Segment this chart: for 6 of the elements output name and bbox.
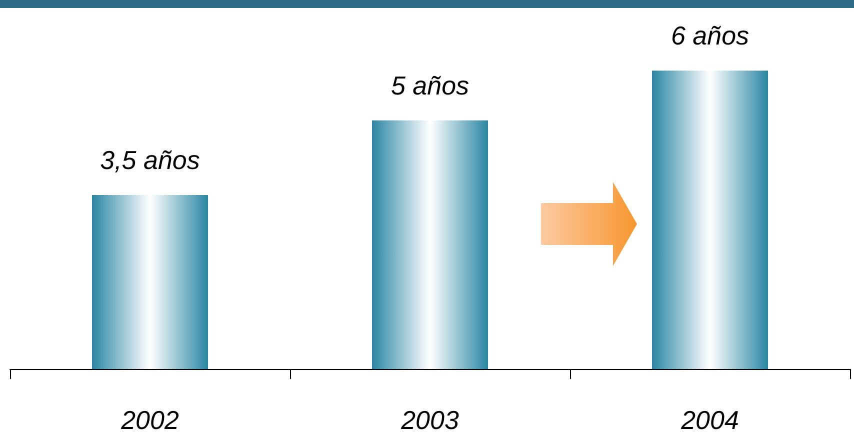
data-label: 6 años: [670, 20, 750, 51]
x-tick-label: 2003: [400, 405, 460, 434]
x-tick-label: 2004: [680, 405, 739, 434]
data-label: 5 años: [390, 70, 470, 100]
data-label: 3,5 años: [100, 144, 200, 175]
x-tick-label: 2002: [120, 405, 180, 434]
